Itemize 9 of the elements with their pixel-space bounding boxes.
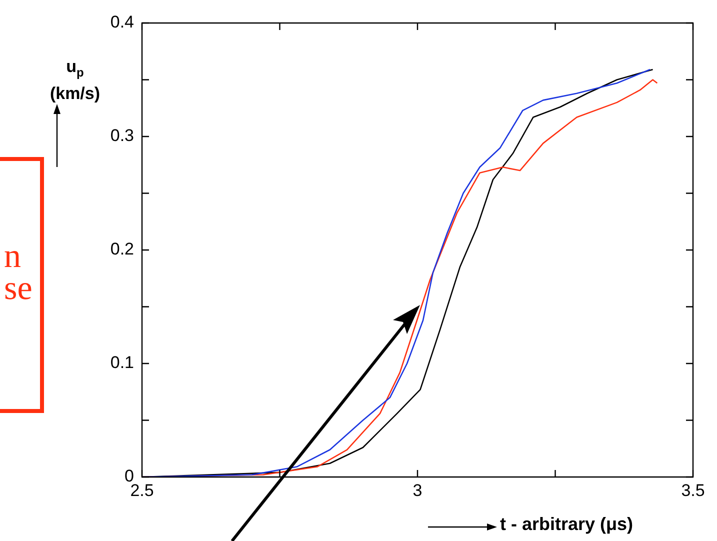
x-tick-label: 2.5: [130, 480, 154, 500]
y-tick-label: 0.1: [110, 353, 134, 372]
y-tick-label: 0.2: [110, 240, 134, 259]
y-tick-label: 0.4: [110, 12, 134, 32]
x-tick-label: 3: [412, 480, 422, 500]
x-axis-title: t - arbitrary (μs): [500, 514, 634, 535]
x-tick-label: 3.5: [681, 480, 705, 500]
y-axis-title: u$_{p}$ (km/s): [48, 56, 102, 106]
y-tick-label: 0.3: [110, 126, 134, 146]
